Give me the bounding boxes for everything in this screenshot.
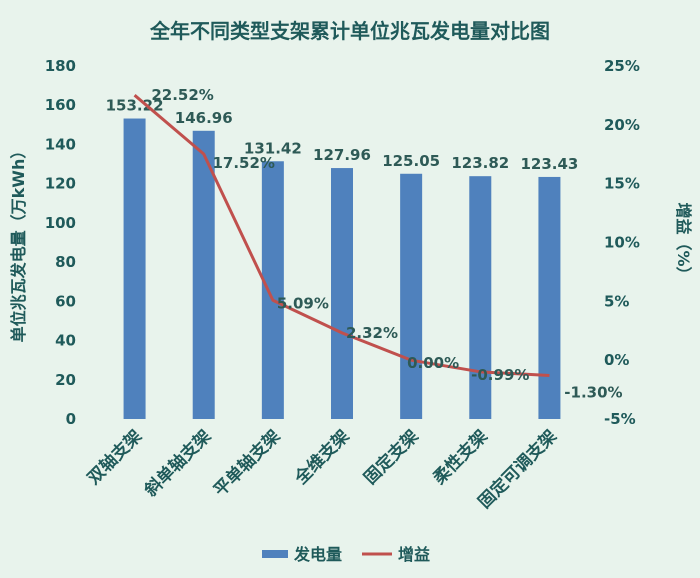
bar	[400, 173, 423, 419]
y-tick-label: 120	[45, 175, 76, 193]
y-tick-label: 60	[55, 292, 76, 310]
legend-line-label: 增益	[398, 545, 430, 564]
legend-bar-label: 发电量	[293, 545, 342, 564]
y-tick-label: 40	[55, 332, 76, 350]
line-data-labels: 22.52% 17.52% 5.09% 2.32% 0.00% -0.99% -1.30%	[151, 86, 622, 401]
bar-data-label: 123.43	[520, 155, 578, 173]
line-series	[133, 94, 550, 377]
bar	[192, 130, 215, 419]
line-data-label: 17.52%	[212, 154, 274, 172]
bar	[123, 118, 146, 419]
legend-bar-swatch	[262, 550, 288, 558]
x-category-label: 固定支架	[360, 426, 423, 489]
y2-tick-label: 25%	[604, 57, 640, 75]
line-data-label: 5.09%	[277, 294, 329, 312]
y-tick-label: 180	[45, 57, 76, 75]
y2-tick-label: 20%	[604, 116, 640, 134]
x-category-label: 双轴支架	[83, 426, 146, 489]
bar	[469, 176, 492, 419]
y2-axis-label: 增益（%）	[674, 202, 693, 282]
bar-series	[123, 118, 561, 419]
y-axis-ticks: 0 20 40 60 80 100 120 140 160 180	[45, 57, 76, 428]
y2-tick-label: 10%	[604, 234, 640, 252]
bar-data-label: 125.05	[382, 152, 440, 170]
y2-tick-label: 15%	[604, 175, 640, 193]
y-tick-label: 100	[45, 214, 76, 232]
y2-tick-label: 5%	[604, 292, 629, 310]
bar-data-label: 146.96	[175, 109, 233, 127]
y2-tick-label: 0%	[604, 351, 629, 369]
bar-data-label: 131.42	[244, 139, 302, 157]
line-data-label: -0.99%	[471, 366, 529, 384]
bar-data-label: 127.96	[313, 146, 371, 164]
bar	[331, 168, 353, 419]
legend: 发电量 增益	[262, 545, 430, 564]
bar	[538, 176, 561, 419]
bar-data-label: 123.82	[451, 154, 509, 172]
bar	[261, 161, 284, 419]
y-tick-label: 160	[45, 96, 76, 114]
x-category-label: 平单轴支架	[209, 426, 284, 501]
y-tick-label: 0	[66, 410, 76, 428]
y-tick-label: 140	[45, 135, 76, 153]
bar-data-labels: 153.22 146.96 131.42 127.96 125.05 123.82 123.…	[106, 97, 579, 173]
x-category-label: 全维支架	[290, 426, 354, 490]
bar-data-label: 153.22	[106, 97, 164, 115]
line-data-label: 2.32%	[346, 324, 398, 342]
gain-line	[133, 94, 550, 377]
y-tick-label: 20	[55, 371, 76, 389]
y-axis-label: 单位兆瓦发电量（万kWh）	[9, 143, 28, 343]
x-category-label: 柔性支架	[429, 426, 492, 489]
y2-tick-label: -5%	[604, 410, 636, 428]
y2-axis-ticks: -5% 0% 5% 10% 15% 20% 25%	[604, 57, 640, 428]
line-data-label: 0.00%	[407, 354, 459, 372]
x-category-label: 斜单轴支架	[140, 426, 216, 502]
line-data-label: 22.52%	[151, 86, 213, 104]
y-tick-label: 80	[55, 253, 76, 271]
chart-title: 全年不同类型支架累计单位兆瓦发电量对比图	[149, 19, 550, 43]
line-data-label: -1.30%	[564, 383, 622, 401]
